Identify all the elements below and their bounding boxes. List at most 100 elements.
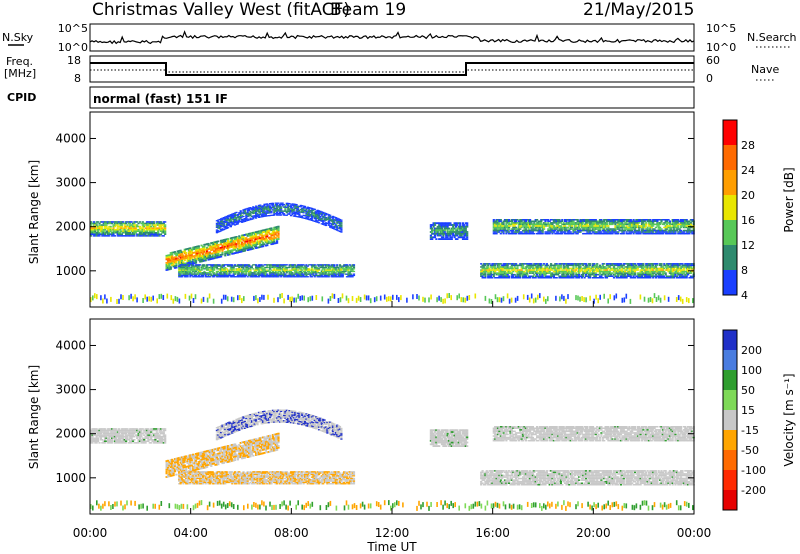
power-cell [182,250,185,253]
power-cell [586,228,589,230]
power-cell [171,257,174,259]
power-cell [506,229,509,232]
power-cell [530,269,533,271]
power-cell [182,254,185,257]
power-cell [203,273,206,275]
power-cell [582,232,585,235]
power-cell [215,226,218,228]
power-cell [187,247,191,250]
power-cell [273,206,276,208]
power-cell [439,229,442,232]
power-cell [164,221,167,223]
power-cell [119,233,122,235]
power-cell [225,218,228,220]
power-cell [326,217,329,219]
power-cell [108,221,111,223]
power-cell [502,229,505,232]
power-cell [450,224,453,226]
power-cell [236,249,239,252]
power-cell [169,255,172,258]
power-cell [119,227,122,229]
power-cell [536,264,539,267]
power-cell [331,219,335,222]
power-cell [558,264,561,267]
power-cell [197,274,200,277]
power-cell [109,222,112,225]
power-cell [252,276,255,278]
power-cell [227,216,230,218]
power-cell [122,230,125,232]
power-cell [270,234,273,237]
power-cell [288,265,291,267]
power-cell [309,272,312,274]
power-cell [317,214,321,216]
power-cell [319,213,322,215]
power-cell [221,250,224,252]
power-cell [645,263,648,265]
power-cell [210,242,213,244]
power-cell [555,220,558,222]
power-cell [171,251,174,254]
power-cell [569,270,572,273]
power-cell [565,229,568,232]
power-cell [155,222,158,225]
power-cell [572,275,575,277]
power-cell [243,273,246,275]
power-cell [545,232,548,235]
power-cell [544,266,547,268]
power-cell [224,270,227,273]
power-cell [192,266,195,269]
power-cell [315,272,318,274]
power-cell [176,250,179,253]
power-cell [130,230,133,232]
power-cell [677,277,680,279]
power-cell [534,266,537,268]
power-cell [596,232,599,235]
power-cell [189,247,192,250]
power-cell [260,272,263,274]
power-cell [178,258,181,261]
power-cell [666,269,669,271]
power-cell [305,214,308,216]
power-cell [241,269,244,271]
power-cell [282,273,286,275]
power-cell [492,269,495,271]
power-cell [270,265,273,267]
power-cell [200,276,203,278]
power-cell [221,251,224,254]
power-cell [185,272,188,274]
power-cell [538,225,541,227]
power-cell [165,262,168,264]
power-cell [503,219,507,221]
power-cell [97,225,100,228]
power-cell [243,246,246,249]
power-cell [670,267,673,270]
power-cell [264,212,267,215]
power-cell [263,266,266,269]
power-cell [250,211,253,214]
power-cell [220,268,223,270]
power-cell [250,239,253,242]
power-cell [582,270,585,273]
power-cell [516,270,519,273]
power-cell [165,263,168,266]
power-cell [589,222,592,224]
power-cell [598,232,602,235]
power-cell [667,266,670,268]
power-cell [589,263,592,265]
power-cell [503,229,507,232]
power-cell [99,227,102,229]
power-cell [557,229,560,232]
power-cell [238,237,241,239]
power-cell [561,223,564,226]
power-cell [673,269,676,271]
power-cell [561,231,564,233]
power-cell [221,222,224,225]
power-cell [192,268,195,270]
power-cell [324,265,328,267]
date-title: 21/May/2015 [583,0,695,20]
power-cell [179,251,182,254]
power-cell [194,246,198,248]
power-cell [315,215,318,218]
power-cell [559,225,562,227]
